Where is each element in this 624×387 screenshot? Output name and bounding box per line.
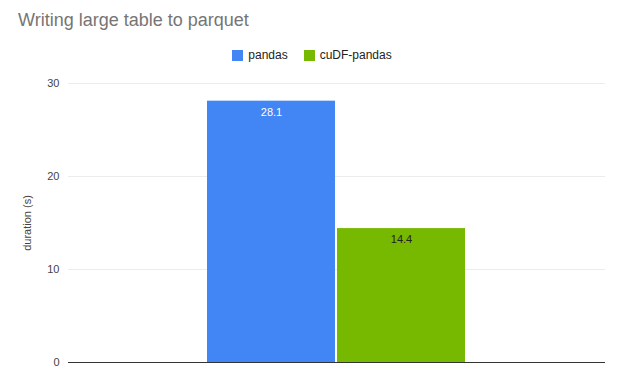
- svg-text:10: 10: [47, 263, 59, 275]
- html-text:cuDF-pandas: cuDF-pandas: [319, 48, 392, 62]
- svg-text:28.1: 28.1: [261, 106, 282, 118]
- svg-text:14.4: 14.4: [391, 233, 412, 245]
- svg-text:20: 20: [47, 170, 59, 182]
- html-text:Writing large table to parquet: Writing large table to parquet: [18, 10, 249, 30]
- html-text:pandas: pandas: [248, 48, 288, 62]
- svg-text:30: 30: [47, 77, 59, 89]
- svg-text:duration (s): duration (s): [21, 195, 33, 251]
- svg-text:0: 0: [53, 356, 59, 368]
